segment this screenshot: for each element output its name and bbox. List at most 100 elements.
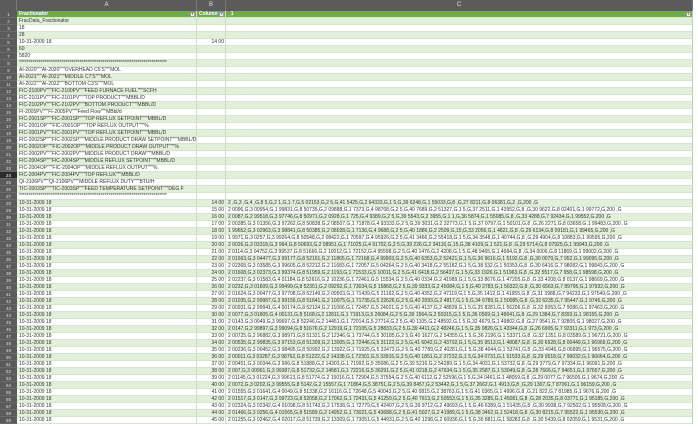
cell-c[interactable] (226, 172, 693, 179)
cell-b[interactable] (197, 158, 226, 165)
cell-c[interactable] (226, 165, 693, 172)
cell-a[interactable]: 10-31-2009 18 (17, 368, 197, 375)
cell-c[interactable]: 2 00931,G,2 99941,G,4 00174,G,8 52134,G,… (226, 305, 693, 312)
cell-b[interactable]: 16 00 (197, 214, 226, 221)
cell-a[interactable]: 10-31-2009 18 (17, 340, 197, 347)
cell-b[interactable]: 26 00 (197, 284, 226, 291)
cell-c[interactable] (226, 193, 693, 200)
row-number[interactable]: 22 (0, 158, 17, 165)
cell-c[interactable]: 2 01255,G,3 02462,G,4 02017,G,8 51739,G,… (226, 417, 693, 424)
cell-c[interactable]: 2 02368,G,3 03585,G,3 99605,G,8 52212,G,… (226, 263, 693, 270)
cell-c[interactable]: 2 00236,G,3 00452,G,3 98495,G,8 50992,G,… (226, 347, 693, 354)
cell-b[interactable]: 39 00 (197, 375, 226, 382)
cell-b[interactable]: 32 00 (197, 326, 226, 333)
cell-a[interactable]: FIC-2001SP"""FIC-2001SP"""TOP REFLUX SET… (17, 116, 197, 123)
cell-c[interactable] (226, 130, 693, 137)
cell-a[interactable]: 10-31-2009 18 (17, 312, 197, 319)
cell-c[interactable] (226, 137, 693, 144)
cell-c[interactable] (226, 39, 693, 46)
cell-c[interactable]: 2 0077,G,3 01805,G,4 00131,G,8 5168,G,2 … (226, 312, 693, 319)
row-number[interactable]: 11 (0, 81, 17, 88)
cell-a[interactable]: 10-31-2009 18 (17, 389, 197, 396)
cell-c[interactable]: 2 0096,G,3 00954,G,1 99831,G,8 50735,G,2… (226, 207, 693, 214)
cell-b[interactable] (197, 81, 226, 88)
row-number[interactable]: 57 (0, 403, 17, 410)
cell-b[interactable] (197, 25, 226, 32)
row-number[interactable]: 32 (0, 228, 17, 235)
cell-b[interactable] (197, 60, 226, 67)
cell-c[interactable]: 1 9971,G,3 0257,G,3 99264,G,8 50548,G,2 … (226, 235, 693, 242)
cell-c[interactable] (226, 53, 693, 60)
cell-b[interactable] (197, 165, 226, 172)
row-number[interactable]: 18 (0, 130, 17, 137)
cell-b[interactable]: 24 00 (197, 270, 226, 277)
cell-c[interactable]: 2 00451,G,3 00344,G,3 996,G,8 51888,G,2 … (226, 361, 693, 368)
header-cell-fractionator[interactable]: Fractionator (17, 11, 197, 18)
cell-a[interactable]: 10-31-2009 18 (17, 298, 197, 305)
filter-dropdown-icon[interactable]: ▾ (219, 12, 224, 17)
cell-b[interactable]: 38 00 (197, 368, 226, 375)
cell-b[interactable] (197, 130, 226, 137)
cell-a[interactable]: 28 (17, 32, 197, 39)
row-number[interactable]: 19 (0, 137, 17, 144)
cell-c[interactable]: 2 00535,G,2 99835,G,3 97153,G,8 51309,G,… (226, 340, 693, 347)
cell-c[interactable] (226, 95, 693, 102)
cell-a[interactable]: QI-2106PV"""QI-2106PV"""MIDDLE REFLUX DU… (17, 179, 197, 186)
cell-a[interactable]: 10-31-2009 18 (17, 39, 197, 46)
filter-dropdown-icon[interactable]: ▾ (190, 12, 195, 17)
cell-a[interactable]: 10-31-2009 18 (17, 256, 197, 263)
cell-c[interactable]: 2 01555,G,3 01641,G,4 0049,G,8 51338,G,2… (226, 389, 693, 396)
cell-c[interactable]: 2 00725,G,2 96882,G,3 98971,G,8 51321,G,… (226, 333, 693, 340)
cell-c[interactable]: 2 02324,G,3 02342,G,4 01098,G,8 51743,G,… (226, 403, 693, 410)
cell-a[interactable]: 10-31-2009 18 (17, 305, 197, 312)
cell-b[interactable]: 34 00 (197, 340, 226, 347)
cell-b[interactable]: 14 00 (197, 39, 226, 46)
cell-a[interactable]: 10-31-2009 18 (17, 207, 197, 214)
cell-b[interactable]: 25 00 (197, 277, 226, 284)
cell-a[interactable]: 10-31-2009 18 (17, 221, 197, 228)
row-number[interactable]: 53 (0, 375, 17, 382)
row-number[interactable]: 35 (0, 249, 17, 256)
cell-b[interactable] (197, 123, 226, 130)
cell-a[interactable]: 10-31-2009 18 (17, 417, 197, 424)
cell-b[interactable]: 15 00 (197, 207, 226, 214)
row-number[interactable]: 3 (0, 25, 17, 32)
cell-b[interactable]: 27 00 (197, 291, 226, 298)
row-number[interactable]: 56 (0, 396, 17, 403)
row-number[interactable]: 31 (0, 221, 17, 228)
cell-a[interactable]: 10-31-2009 18 (17, 200, 197, 207)
cell-c[interactable]: 2 00385,G,3 01356,G,3 97262,G,8 50838,G,… (226, 221, 693, 228)
cell-b[interactable] (197, 95, 226, 102)
cell-c[interactable] (226, 123, 693, 130)
cell-b[interactable]: 31 00 (197, 319, 226, 326)
cell-a[interactable]: ****************************************… (17, 193, 197, 200)
cell-a[interactable]: FIC-2002SP"""FIC-2002SP"""MIDDLE PRODUCT… (17, 137, 197, 144)
cell-a[interactable]: FIC-2004SP"""FIC-2004SP"""MIDDLE REFLUX … (17, 158, 197, 165)
row-number[interactable]: 39 (0, 277, 17, 284)
row-number[interactable]: 14 (0, 102, 17, 109)
cell-b[interactable] (197, 102, 226, 109)
cell-a[interactable]: 5820 (17, 53, 197, 60)
cell-b[interactable]: 41 00 (197, 389, 226, 396)
cell-b[interactable]: 14 00 (197, 200, 226, 207)
cell-b[interactable]: 22 00 (197, 256, 226, 263)
row-number[interactable]: 6 (0, 46, 17, 53)
cell-a[interactable]: 60 (17, 46, 197, 53)
cell-b[interactable]: 36 00 (197, 354, 226, 361)
row-number[interactable]: 7 (0, 53, 17, 60)
cell-a[interactable]: ****************************************… (17, 60, 197, 67)
cell-c[interactable]: 2 0026,G,3 03318,G,3 994,G,8 50693,G,2 0… (226, 242, 693, 249)
cell-c[interactable] (226, 81, 693, 88)
row-number[interactable]: 29 (0, 207, 17, 214)
row-number[interactable]: 51 (0, 361, 17, 368)
cell-a[interactable]: FIC-2004OP"""FIC-2004OP"""MIDDLE REFLUX … (17, 165, 197, 172)
cell-a[interactable]: 10-31-2009 18 (17, 382, 197, 389)
row-number[interactable]: 26 (0, 186, 17, 193)
cell-a[interactable]: 10-31-2009 18 (17, 333, 197, 340)
cell-b[interactable]: 20 00 (197, 242, 226, 249)
cell-c[interactable]: 2 0147,G,2 99897,G,3 99094,G,8 51676,G,2… (226, 326, 693, 333)
cell-c[interactable] (226, 144, 693, 151)
cell-a[interactable]: FIC-2102PV"""FIC-2102PV"""BOTTOM PRODUCT… (17, 102, 197, 109)
cell-c[interactable] (226, 186, 693, 193)
cell-b[interactable]: 19 00 (197, 235, 226, 242)
